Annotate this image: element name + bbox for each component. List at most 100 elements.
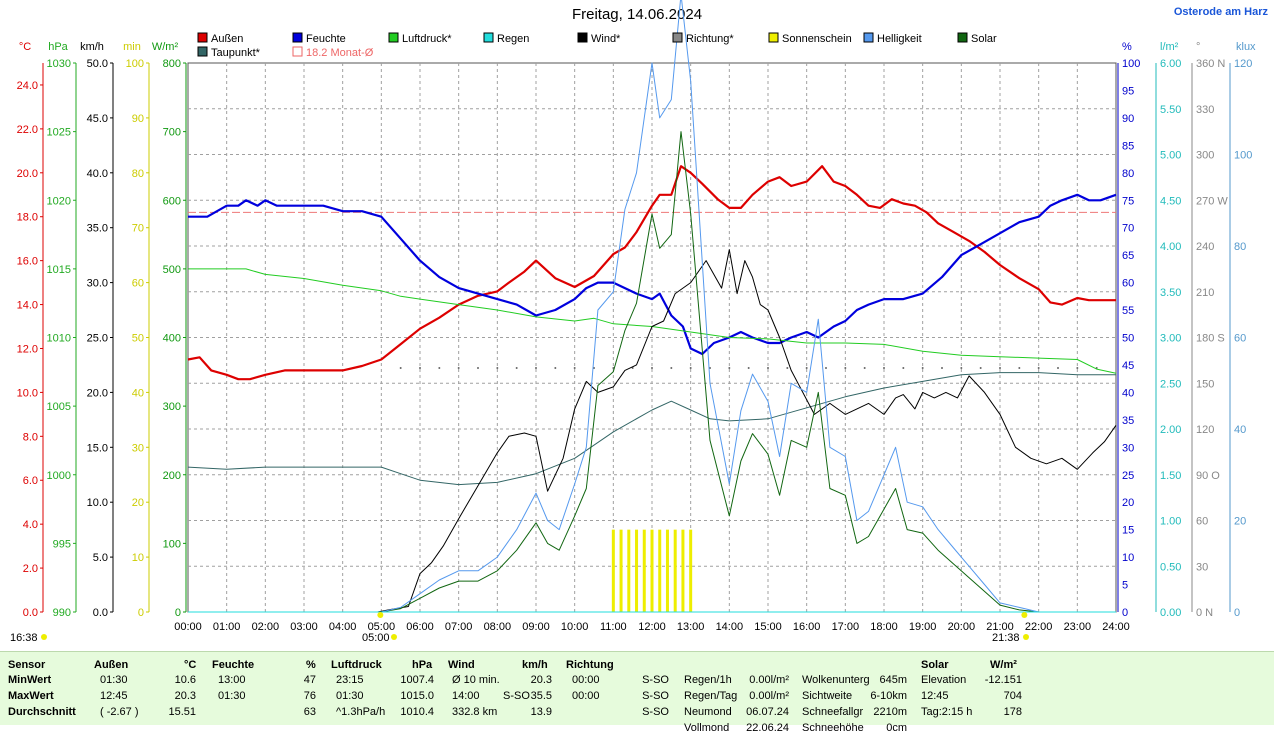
hum-tick-label: 85 — [1122, 140, 1134, 152]
series-line-luftdruck — [188, 268, 1117, 374]
legend-label: Taupunkt* — [211, 47, 261, 59]
x-tick-label: 02:00 — [252, 621, 280, 633]
stats-rain-moon-value: 0.00l/m² — [749, 674, 789, 686]
direction-dot — [515, 367, 518, 369]
rain-tick-label: 4.00 — [1160, 241, 1181, 253]
stats-feuchte-value: 63 — [303, 706, 316, 718]
legend-swatch — [388, 32, 399, 43]
dir-tick-label: 90 O — [1196, 470, 1220, 482]
x-tick-label: 16:00 — [793, 621, 821, 633]
sun-unit-label: min — [123, 41, 141, 53]
dir-tick-label: 150 — [1196, 378, 1214, 390]
x-tick-label: 14:00 — [716, 621, 744, 633]
stats-row-label: Durchschnitt — [8, 706, 76, 718]
x-tick-label: 04:00 — [329, 621, 357, 633]
stats-druck-value: 1010.4 — [400, 706, 434, 718]
series-line-solar — [188, 131, 1116, 613]
x-tick-label: 24:00 — [1102, 621, 1130, 633]
stats-feuchte-time: 13:00 — [218, 674, 246, 686]
direction-dot — [457, 367, 460, 369]
wind-unit-label: km/h — [80, 41, 104, 53]
stats-aussen-time: 12:45 — [100, 690, 128, 702]
temp-tick-label: 14.0 — [17, 300, 38, 312]
stats-header-druck: Luftdruck — [331, 659, 382, 671]
temp-tick-label: 24.0 — [17, 80, 38, 92]
sun-tick-label: 50 — [132, 333, 144, 345]
x-tick-label: 23:00 — [1064, 621, 1092, 633]
lux-tick-label: 100 — [1234, 150, 1252, 162]
sunshine-bar — [650, 529, 654, 612]
stats-cloud-label: Wolkenunterg — [802, 674, 870, 686]
sunshine-bar — [611, 529, 615, 612]
dir-tick-label: 180 S — [1196, 333, 1225, 345]
dir-tick-label: 0 N — [1196, 607, 1213, 619]
rain-tick-label: 2.00 — [1160, 424, 1181, 436]
press-tick-label: 1030 — [47, 58, 71, 70]
rain-tick-label: 1.00 — [1160, 516, 1181, 528]
hum-tick-label: 45 — [1122, 360, 1134, 372]
stats-cloud-label: Schneefallgr — [802, 706, 864, 718]
wind-tick-label: 20.0 — [87, 387, 108, 399]
hum-tick-label: 15 — [1122, 525, 1134, 537]
direction-dot — [496, 367, 499, 369]
legend-label: Außen — [211, 33, 243, 45]
sunshine-bar — [658, 529, 662, 612]
sunrise-marker — [377, 612, 384, 618]
stats-aussen-value: 20.3 — [174, 690, 196, 702]
temp-tick-label: 10.0 — [17, 387, 38, 399]
direction-dot — [438, 367, 441, 369]
legend-label: Luftdruck* — [402, 33, 452, 45]
legend-swatch — [577, 32, 588, 43]
stats-rain-moon-value: 06.07.24 — [746, 706, 789, 718]
stats-solar-value: 178 — [1003, 706, 1022, 718]
stats-solar-value: 704 — [1003, 690, 1022, 702]
legend-label: Solar — [971, 33, 997, 45]
hum-tick-label: 70 — [1122, 223, 1134, 235]
solar-tick-label: 100 — [163, 538, 181, 550]
stats-row-label: MaxWert — [8, 690, 54, 702]
wind-tick-label: 25.0 — [87, 333, 108, 345]
series-line-taupunkt — [187, 372, 1116, 486]
rain-tick-label: 3.00 — [1160, 333, 1181, 345]
direction-dot — [670, 367, 673, 369]
stats-header-solar: Solar — [921, 659, 949, 671]
rain-tick-label: 5.00 — [1160, 150, 1181, 162]
stats-richtung-time: 00:00 — [572, 690, 600, 702]
legend-label: Sonnenschein — [782, 33, 852, 45]
stats-richtung-value: S-SO — [642, 706, 669, 718]
station-name[interactable]: Osterode am Harz — [1173, 6, 1268, 18]
direction-dot — [805, 367, 808, 369]
series-line-helligkeit — [188, 0, 1116, 613]
press-tick-label: 1000 — [47, 470, 71, 482]
legend-swatch — [292, 32, 303, 43]
hum-tick-label: 60 — [1122, 278, 1134, 290]
stats-wind-direction: S-SO — [503, 690, 530, 702]
hum-tick-label: 100 — [1122, 58, 1140, 70]
temp-tick-label: 16.0 — [17, 256, 38, 268]
stats-header-wind: Wind — [448, 659, 475, 671]
press-tick-label: 1010 — [47, 333, 71, 345]
stats-header-druck-unit: hPa — [412, 659, 433, 671]
stats-cloud-value: 6-10km — [870, 690, 907, 702]
sunset-time: 21:38 — [992, 632, 1020, 644]
solar-tick-label: 200 — [163, 470, 181, 482]
rain-tick-label: 3.50 — [1160, 287, 1181, 299]
direction-dot — [728, 367, 731, 369]
stats-solar-label: Elevation — [921, 674, 967, 686]
temp-tick-label: 22.0 — [17, 124, 38, 136]
sun-tick-label: 70 — [132, 223, 144, 235]
temp-tick-label: 6.0 — [23, 475, 38, 487]
stats-solar-label: Tag:2:15 h — [921, 706, 973, 718]
dir-tick-label: 30 — [1196, 561, 1208, 573]
hum-tick-label: 95 — [1122, 85, 1134, 97]
solar-tick-label: 500 — [163, 264, 181, 276]
sunshine-bar — [665, 529, 669, 612]
sun-tick-label: 10 — [132, 552, 144, 564]
rain-unit-label: l/m² — [1160, 41, 1179, 53]
legend-swatch — [197, 32, 208, 43]
rain-tick-label: 1.50 — [1160, 470, 1181, 482]
x-tick-label: 06:00 — [406, 621, 434, 633]
wind-tick-label: 50.0 — [87, 58, 108, 70]
x-tick-label: 13:00 — [677, 621, 705, 633]
legend-label: Richtung* — [686, 33, 734, 45]
